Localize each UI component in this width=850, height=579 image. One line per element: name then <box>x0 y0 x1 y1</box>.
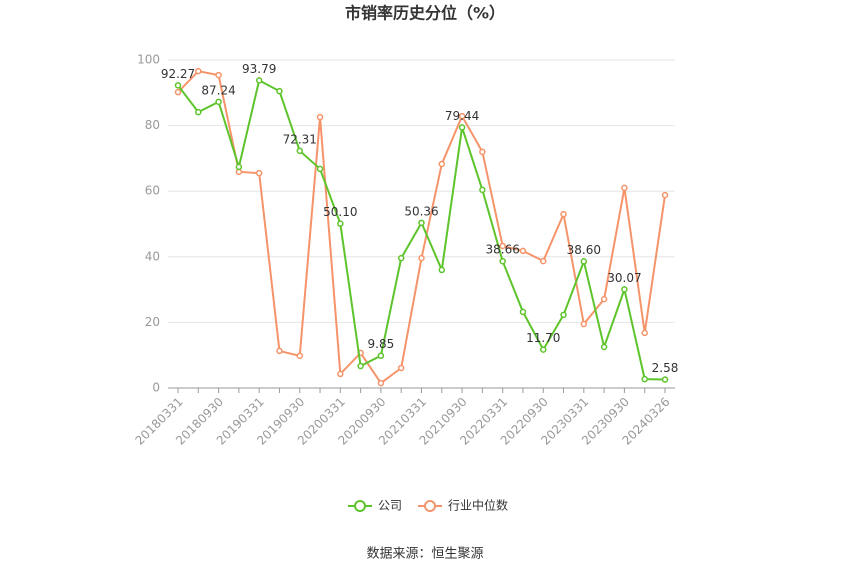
point <box>560 311 567 319</box>
point <box>276 87 283 95</box>
point <box>479 148 486 156</box>
point <box>195 108 202 116</box>
point <box>621 286 628 293</box>
point <box>215 98 222 106</box>
point <box>418 254 425 262</box>
point <box>499 257 506 265</box>
point <box>296 147 303 155</box>
point <box>377 352 385 359</box>
point <box>397 364 405 372</box>
data-label: 87.24 <box>201 83 235 97</box>
point <box>174 88 182 96</box>
point <box>195 67 202 75</box>
point <box>479 186 486 194</box>
data-label: 79.44 <box>445 109 479 123</box>
point <box>540 257 547 265</box>
point <box>337 220 344 227</box>
point <box>560 210 567 218</box>
point <box>458 124 466 131</box>
point <box>600 295 608 303</box>
y-tick-label: 0 <box>152 381 160 395</box>
point <box>519 247 527 255</box>
data-label: 30.07 <box>607 271 641 285</box>
legend-label: 公司 <box>378 499 402 513</box>
point <box>641 329 648 337</box>
point <box>661 376 669 383</box>
point <box>641 375 648 383</box>
y-tick-label: 20 <box>145 315 160 329</box>
point <box>438 266 446 274</box>
point <box>316 165 324 173</box>
data-label: 38.66 <box>485 243 519 257</box>
y-tick-label: 80 <box>145 118 160 132</box>
data-label: 11.70 <box>526 331 560 345</box>
data-label: 93.79 <box>242 62 276 76</box>
point <box>174 82 182 89</box>
data-label: 38.60 <box>567 243 601 257</box>
data-label: 50.10 <box>323 205 357 219</box>
point <box>296 352 303 360</box>
point <box>499 242 506 250</box>
point <box>316 113 324 121</box>
point <box>600 343 608 351</box>
point <box>580 320 588 328</box>
point <box>337 370 344 378</box>
point <box>357 362 364 370</box>
point <box>397 254 405 262</box>
point <box>438 160 446 168</box>
point <box>458 112 466 120</box>
point <box>276 347 283 355</box>
point <box>215 71 222 79</box>
point <box>519 308 527 316</box>
point <box>255 77 263 84</box>
point <box>255 169 263 177</box>
point <box>621 184 628 192</box>
point <box>661 191 669 199</box>
data-label: 50.36 <box>404 204 438 218</box>
y-tick-label: 40 <box>145 249 160 263</box>
legend-item[interactable]: 行业中位数 <box>418 498 508 513</box>
point <box>580 258 588 265</box>
legend-marker <box>354 500 366 512</box>
point <box>235 163 243 171</box>
point <box>418 219 425 227</box>
data-label: 9.85 <box>368 337 395 351</box>
y-tick-label: 100 <box>137 53 160 67</box>
source-note: 数据来源：恒生聚源 <box>366 547 483 562</box>
data-label: 72.31 <box>283 132 317 146</box>
chart-title: 市销率历史分位（%） <box>345 4 505 23</box>
data-label: 2.58 <box>652 361 679 375</box>
y-tick-label: 60 <box>145 184 160 198</box>
legend-marker <box>424 500 436 512</box>
legend-item[interactable]: 公司 <box>348 499 402 513</box>
point <box>377 379 385 387</box>
data-label: 92.27 <box>161 67 195 81</box>
point <box>540 346 547 353</box>
legend-label: 行业中位数 <box>448 498 508 513</box>
